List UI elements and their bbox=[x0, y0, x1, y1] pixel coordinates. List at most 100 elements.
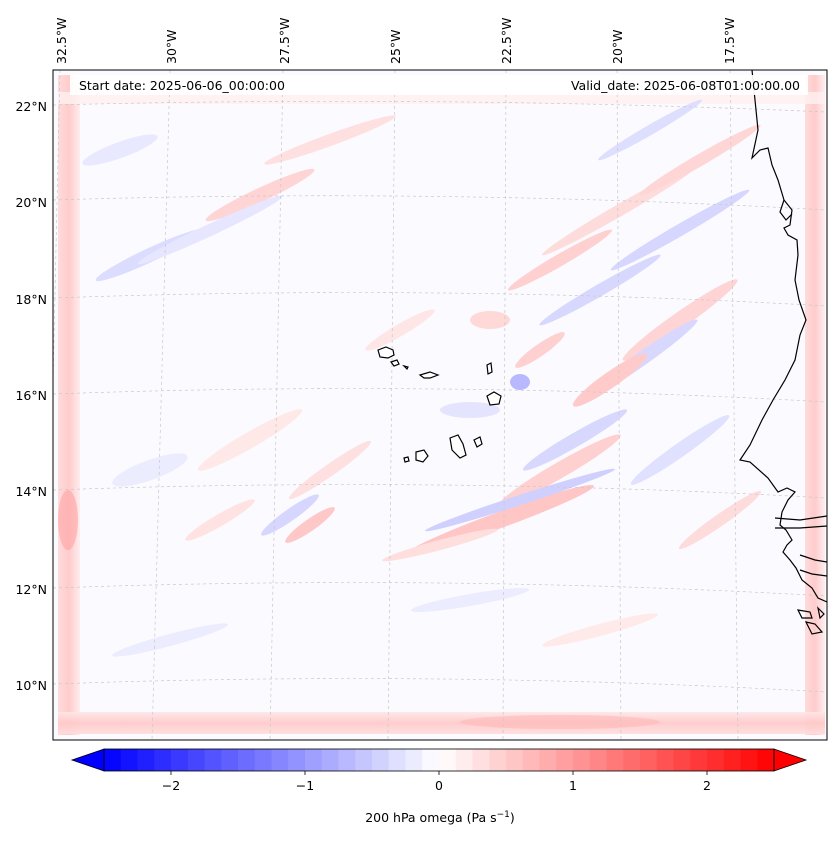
colorbar-extend-low bbox=[70, 748, 105, 772]
colorbar-segment bbox=[522, 749, 541, 771]
gambia-coast bbox=[774, 515, 827, 529]
colorbar-segment bbox=[673, 749, 691, 771]
streak-red bbox=[499, 434, 621, 506]
bijagos-islands bbox=[796, 606, 825, 635]
streak-red bbox=[542, 613, 658, 647]
colorbar-ticks: −2 −1 0 1 2 bbox=[162, 771, 711, 793]
sao-nicolau-island bbox=[418, 371, 440, 379]
brava-island bbox=[403, 456, 410, 463]
streak-red bbox=[507, 229, 613, 291]
streak-blue bbox=[597, 99, 703, 161]
colorbar-title-main: 200 hPa omega (Pa s bbox=[365, 810, 496, 825]
colorbar-segment bbox=[321, 749, 340, 771]
colorbar-segment bbox=[372, 749, 390, 771]
streak-blue bbox=[630, 415, 730, 485]
colorbar-segment bbox=[338, 749, 356, 771]
streak-blue bbox=[112, 453, 188, 487]
colorbar-segment bbox=[707, 749, 725, 771]
left-boundary-band bbox=[58, 75, 80, 735]
left-red-maximum bbox=[58, 490, 78, 550]
colorbar-segment bbox=[388, 749, 407, 771]
map-background bbox=[53, 70, 827, 740]
gridlines bbox=[53, 70, 827, 740]
cape-verde-islands bbox=[377, 346, 502, 463]
streak-red bbox=[572, 353, 648, 407]
latitude-labels: 22°N 20°N 18°N 16°N 14°N 12°N 10°N bbox=[15, 99, 47, 693]
map-panel bbox=[53, 70, 827, 740]
colorbar-segment bbox=[171, 749, 189, 771]
colorbar-tick-label: −2 bbox=[162, 778, 180, 793]
colorbar-segments bbox=[104, 749, 775, 771]
streak-blue bbox=[261, 494, 319, 536]
streak-blue bbox=[510, 374, 530, 390]
colorbar-segment bbox=[439, 749, 457, 771]
bottom-boundary-band bbox=[58, 712, 825, 734]
colorbar-segment bbox=[120, 749, 139, 771]
colorbar-segment bbox=[556, 749, 574, 771]
colorbar-segment bbox=[422, 749, 440, 771]
colorbar-segment bbox=[539, 749, 557, 771]
fogo-island bbox=[415, 449, 429, 463]
senegal-coast-inlet bbox=[779, 199, 793, 221]
colorbar-segment bbox=[723, 749, 742, 771]
lat-label: 14°N bbox=[15, 484, 47, 499]
streak-red bbox=[639, 124, 761, 196]
lon-label: 20°W bbox=[610, 29, 625, 64]
colorbar-segment bbox=[154, 749, 172, 771]
colorbar-segment bbox=[589, 749, 608, 771]
lon-label: 25°W bbox=[388, 29, 403, 64]
colorbar-segment bbox=[640, 749, 658, 771]
santa-luzia-island bbox=[402, 364, 409, 371]
colorbar-extend-high bbox=[773, 748, 808, 772]
colorbar-tick-label: 1 bbox=[569, 778, 577, 793]
colorbar-segment bbox=[104, 749, 122, 771]
streak-blue bbox=[137, 195, 283, 265]
coastlines bbox=[739, 70, 827, 635]
boa-vista-island bbox=[486, 391, 502, 406]
streak-red bbox=[264, 115, 396, 165]
streak-blue bbox=[522, 409, 628, 471]
streak-red bbox=[622, 279, 738, 361]
colorbar-segment bbox=[472, 749, 490, 771]
colorbar-segment bbox=[573, 749, 591, 771]
colorbar-tick-label: 0 bbox=[435, 778, 443, 793]
west-africa-coastline bbox=[739, 70, 827, 603]
colorbar-segment bbox=[288, 749, 306, 771]
lat-label: 12°N bbox=[15, 582, 47, 597]
info-box bbox=[70, 75, 808, 95]
right-boundary-band bbox=[805, 75, 825, 735]
lat-label: 18°N bbox=[15, 292, 47, 307]
streak-red bbox=[470, 311, 510, 329]
lon-label: 30°W bbox=[164, 29, 179, 64]
streak-blue bbox=[440, 402, 500, 418]
streak-blue bbox=[82, 134, 158, 166]
streak-blue bbox=[410, 588, 530, 612]
colorbar-segment bbox=[690, 749, 708, 771]
santiago-island bbox=[449, 434, 467, 459]
streak-red bbox=[515, 332, 565, 368]
colorbar-tick-label: −1 bbox=[296, 778, 314, 793]
colorbar-segment bbox=[305, 749, 323, 771]
bottom-red-maximum bbox=[460, 715, 660, 729]
colorbar-tick-label: 2 bbox=[703, 778, 711, 793]
colorbar-segment bbox=[238, 749, 256, 771]
maio-island bbox=[473, 436, 483, 448]
colorbar-segment bbox=[656, 749, 675, 771]
lat-label: 10°N bbox=[15, 678, 47, 693]
colorbar-title: 200 hPa omega (Pa s−1) bbox=[365, 810, 515, 825]
streak-blue bbox=[610, 189, 750, 271]
streak-red bbox=[185, 499, 255, 541]
guinea-coast-detail bbox=[799, 554, 827, 577]
colorbar-segment bbox=[606, 749, 624, 771]
colorbar-segment bbox=[623, 749, 641, 771]
colorbar-segment bbox=[740, 749, 758, 771]
colorbar-segment bbox=[221, 749, 239, 771]
streak-blue bbox=[539, 254, 661, 326]
map-frame bbox=[52, 69, 828, 741]
streak-red bbox=[285, 507, 335, 543]
streak-red bbox=[205, 168, 315, 222]
colorbar-segment bbox=[489, 749, 507, 771]
longitude-labels: 32.5°W 30°W 27.5°W 25°W 22.5°W 20°W 17.5… bbox=[54, 18, 737, 64]
colorbar-segment bbox=[757, 749, 775, 771]
lon-label: 27.5°W bbox=[277, 18, 292, 64]
